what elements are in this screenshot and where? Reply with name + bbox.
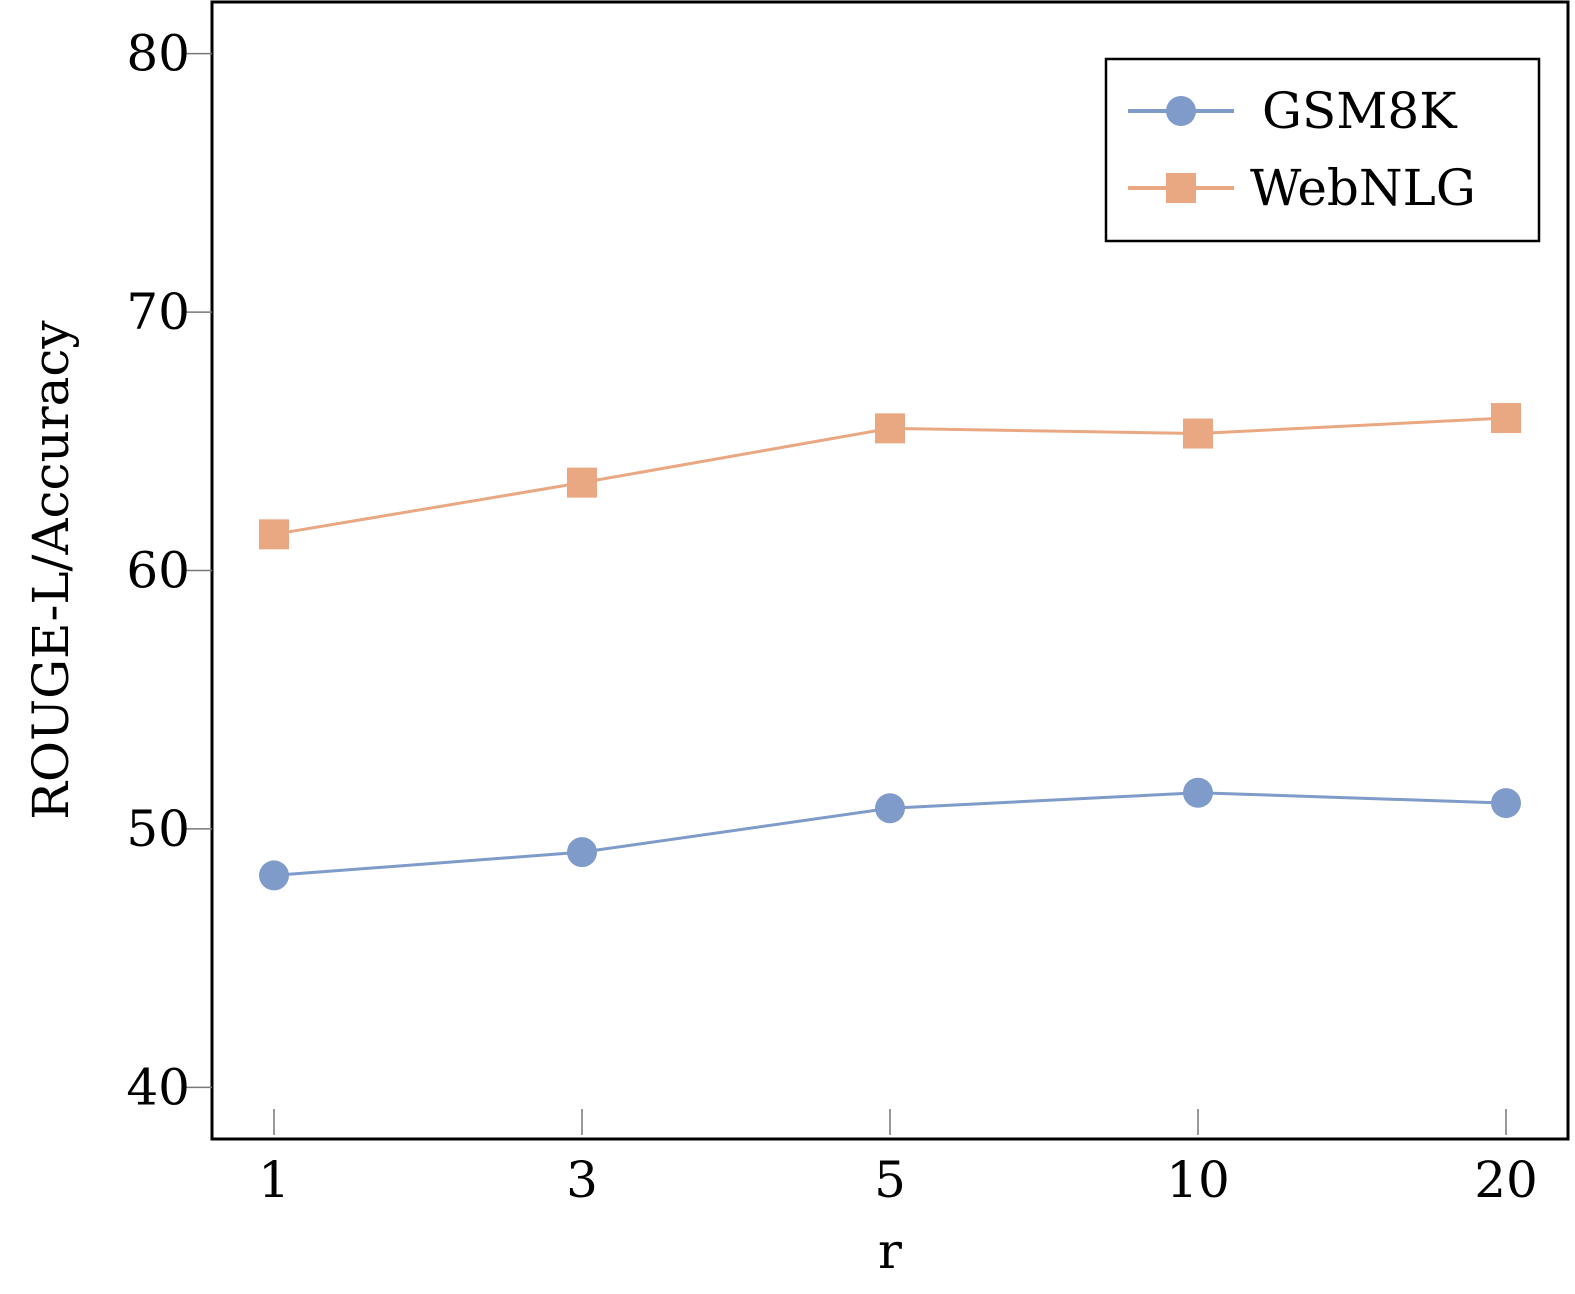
- legend-label-gsm8k: GSM8K: [1262, 82, 1458, 140]
- data-point-gsm8k: [1183, 777, 1213, 808]
- y-tick-label: 70: [126, 283, 190, 341]
- legend-marker-gsm8k: [1166, 96, 1196, 126]
- x-tick-label: 20: [1474, 1151, 1538, 1209]
- data-point-webnlg: [1491, 403, 1521, 434]
- data-point-gsm8k: [875, 793, 905, 824]
- data-point-webnlg: [875, 413, 905, 444]
- y-tick-label: 50: [126, 800, 190, 858]
- x-axis-title: r: [878, 1222, 902, 1280]
- x-tick-label: 3: [566, 1151, 598, 1209]
- x-tick-label: 1: [258, 1151, 290, 1209]
- y-axis-title: ROUGE-L/Accuracy: [22, 320, 80, 820]
- data-point-gsm8k: [567, 837, 597, 868]
- axis-ticks: 40 50 60 70 80 1 3 5 10 20: [126, 25, 1537, 1209]
- legend-label-webnlg: WebNLG: [1250, 159, 1476, 217]
- y-tick-label: 60: [126, 542, 190, 600]
- legend-box: [1104, 57, 1541, 243]
- x-tick-label: 10: [1166, 1151, 1230, 1209]
- series-webnlg: [259, 403, 1521, 550]
- legend-marker-webnlg: [1166, 173, 1196, 203]
- series-gsm8k: [259, 777, 1521, 891]
- data-point-gsm8k: [1491, 788, 1521, 819]
- x-tick-label: 5: [874, 1151, 906, 1209]
- data-point-webnlg: [567, 467, 597, 498]
- y-tick-label: 80: [126, 25, 190, 83]
- y-tick-label: 40: [126, 1058, 190, 1116]
- data-point-webnlg: [259, 519, 289, 550]
- data-point-gsm8k: [259, 860, 289, 891]
- legend: GSM8K WebNLG: [1104, 57, 1541, 243]
- data-point-webnlg: [1183, 418, 1213, 449]
- series-layer: [259, 403, 1521, 891]
